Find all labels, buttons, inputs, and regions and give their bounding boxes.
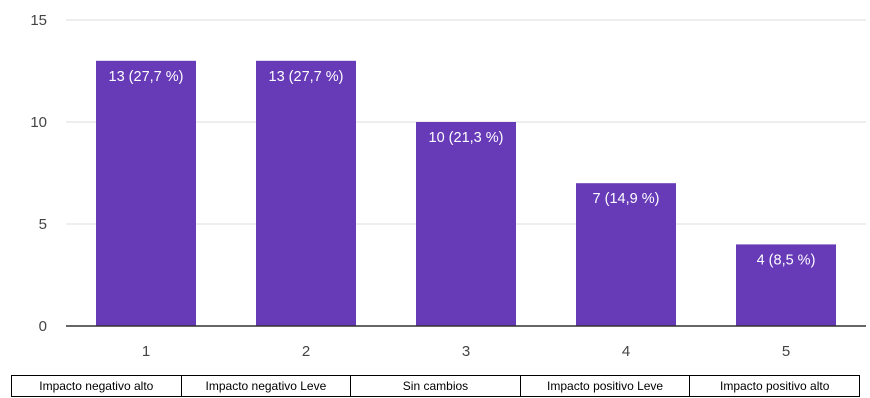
y-tick-label: 5 [39, 216, 47, 233]
bar-data-label: 13 (27,7 %) [269, 69, 344, 85]
data-labels: 13 (27,7 %) 13 (27,7 %) 10 (21,3 %) 7 (1… [109, 69, 816, 269]
x-tick-label: 5 [782, 343, 790, 360]
y-tick-label: 10 [30, 114, 47, 131]
x-tick-label: 3 [462, 343, 470, 360]
x-tick-label: 2 [302, 343, 310, 360]
bar [576, 183, 676, 326]
y-tick-label: 0 [39, 318, 47, 335]
x-tick-label: 1 [142, 343, 150, 360]
bar-data-label: 13 (27,7 %) [109, 69, 184, 85]
bar-chart: 0 5 10 15 13 (27,7 %) 13 (27,7 %) 10 (21… [30, 12, 866, 360]
category-description-cell: Sin cambios [350, 375, 521, 397]
bar-data-label: 4 (8,5 %) [757, 252, 816, 268]
category-description-row: Impacto negativo alto Impacto negativo L… [11, 375, 860, 397]
y-axis-ticks: 0 5 10 15 [30, 12, 47, 335]
bar [416, 122, 516, 326]
bars [96, 60, 836, 327]
bar-data-label: 10 (21,3 %) [429, 130, 504, 146]
x-tick-label: 4 [622, 343, 630, 360]
y-tick-label: 15 [30, 12, 47, 29]
bar [736, 244, 836, 326]
category-description-cell: Impacto negativo Leve [180, 375, 352, 397]
category-description-cell: Impacto negativo alto [11, 375, 182, 397]
bar [96, 60, 196, 327]
category-description-cell: Impacto positivo Leve [519, 375, 691, 397]
category-description-cell: Impacto positivo alto [689, 375, 860, 397]
bar-data-label: 7 (14,9 %) [593, 191, 660, 207]
bar [256, 60, 356, 327]
category-description-table: Impacto negativo alto Impacto negativo L… [11, 375, 860, 397]
x-axis-ticks: 1 2 3 4 5 [142, 343, 790, 360]
